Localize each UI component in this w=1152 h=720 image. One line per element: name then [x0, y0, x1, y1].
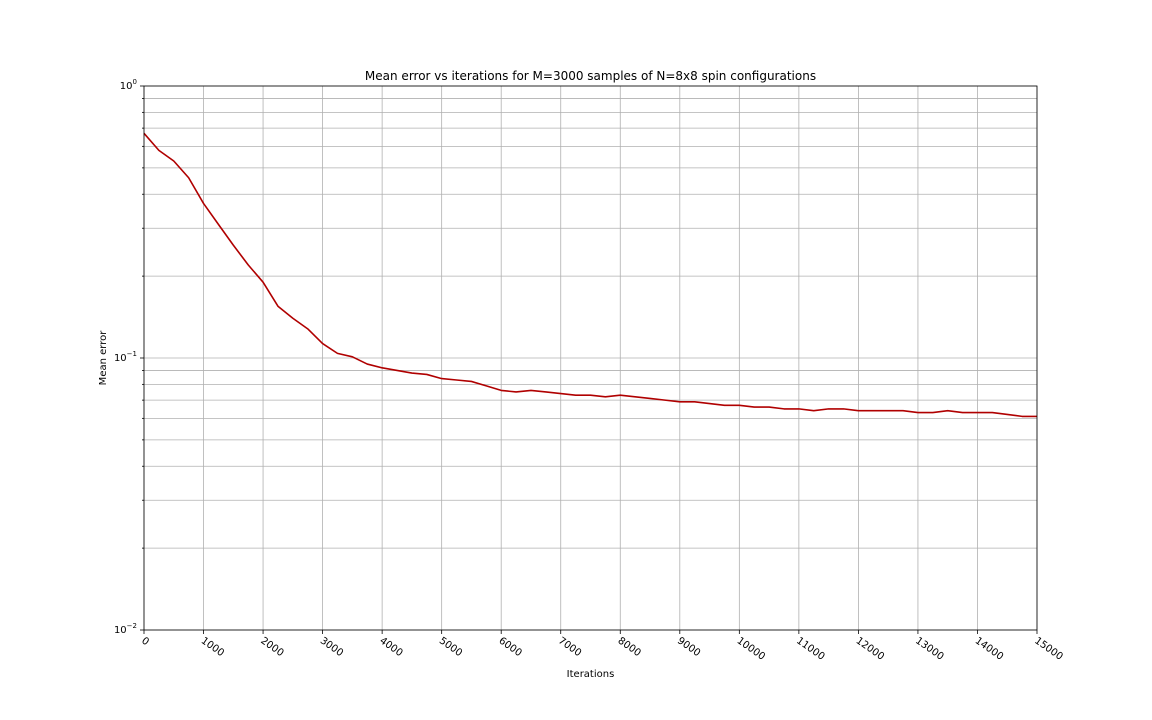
x-tick-label: 15000 — [1032, 635, 1064, 662]
x-tick-label: 9000 — [675, 635, 702, 659]
x-tick-label: 14000 — [973, 635, 1005, 662]
y-tick-label: 10−1 — [114, 350, 137, 364]
x-tick-label: 6000 — [496, 635, 523, 659]
x-tick-label: 5000 — [437, 635, 464, 659]
x-tick-label: 12000 — [854, 635, 886, 662]
x-axis-label: Iterations — [567, 669, 615, 680]
grid — [143, 85, 1038, 631]
y-tick-label: 10−2 — [114, 622, 137, 636]
chart-title: Mean error vs iterations for M=3000 samp… — [365, 69, 816, 83]
x-tick-label: 7000 — [556, 635, 583, 659]
x-tick-label: 10000 — [735, 635, 767, 662]
y-axis-label: Mean error — [98, 330, 109, 386]
x-tick-label: 13000 — [913, 635, 945, 662]
x-tick-label: 3000 — [318, 635, 345, 659]
x-tick-label: 8000 — [616, 635, 643, 659]
x-tick-label: 1000 — [199, 635, 226, 659]
y-tick-label: 100 — [120, 78, 137, 92]
x-tick-label: 0 — [139, 635, 151, 648]
x-tick-label: 4000 — [377, 635, 404, 659]
x-tick-label: 11000 — [794, 635, 826, 662]
x-tick-label: 2000 — [258, 635, 285, 659]
mean-error-line — [143, 132, 1037, 418]
series-layer — [143, 132, 1037, 418]
